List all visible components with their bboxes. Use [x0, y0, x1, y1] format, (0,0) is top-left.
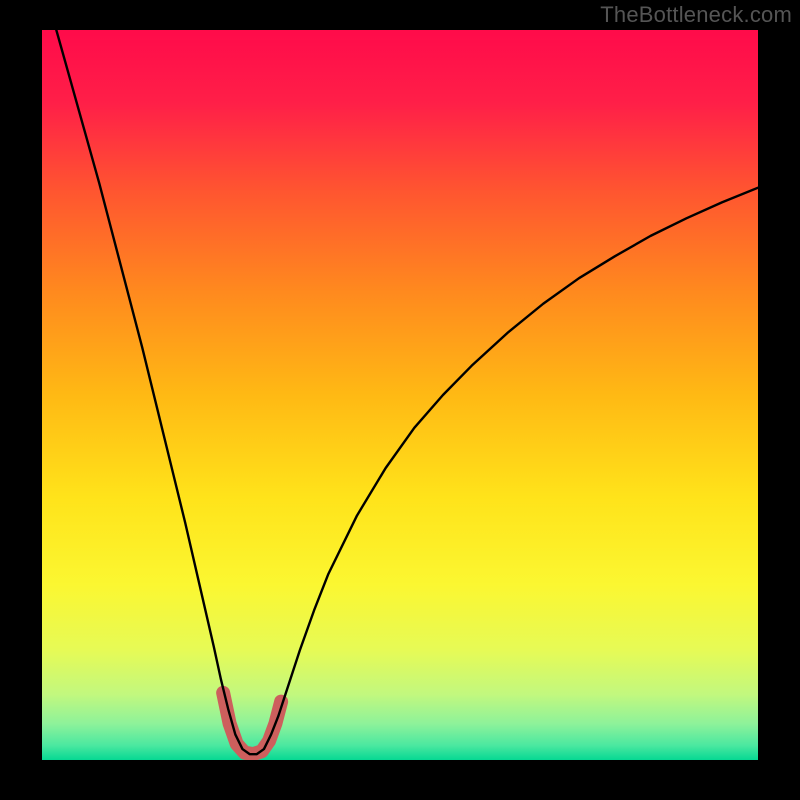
watermark-text: TheBottleneck.com: [600, 2, 792, 28]
chart-frame: TheBottleneck.com: [0, 0, 800, 800]
plot-area: [42, 30, 758, 760]
gradient-background: [42, 30, 758, 760]
